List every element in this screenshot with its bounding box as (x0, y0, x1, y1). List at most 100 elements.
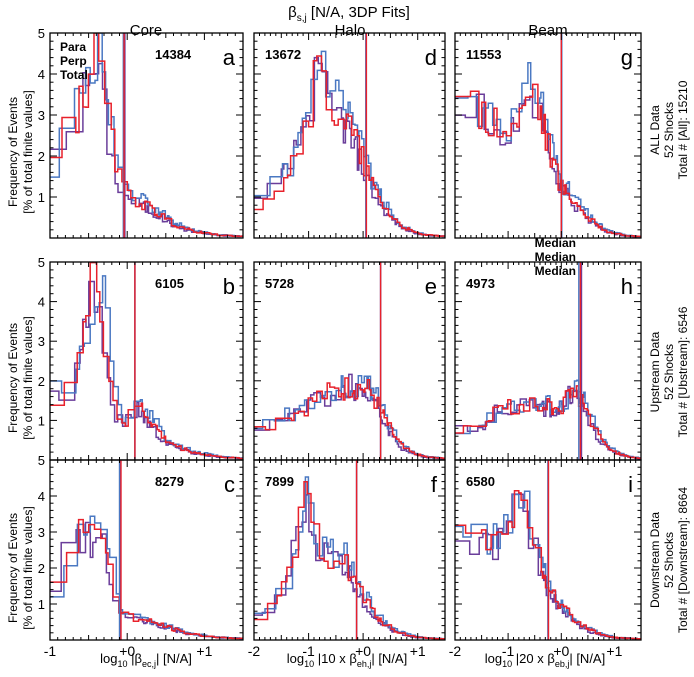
panel-letter-d: d (425, 45, 437, 70)
xtick-label: -1 (44, 643, 57, 659)
event-count-c: 8279 (155, 474, 184, 489)
event-count-h: 4973 (466, 276, 495, 291)
histogram-total-d (254, 55, 445, 238)
panel-i: -2 -1 +0 +1 6580 i (449, 459, 642, 659)
svg-text:52 Shocks: 52 Shocks (662, 102, 676, 158)
svg-text:Total # [Downstream]: 8664: Total # [Downstream]: 8664 (676, 487, 690, 633)
legend-series: Para Perp Total (60, 40, 88, 82)
figure-title: βs,j [N/A, 3DP Fits] (288, 4, 410, 24)
histogram-total-e (254, 377, 445, 460)
svg-text:[% of total finite values]: [% of total finite values] (21, 90, 35, 213)
event-count-f: 7899 (265, 474, 294, 489)
ytick-label: 5 (38, 453, 45, 468)
panel-grid: 1 2 3 4 5 14384 a 1 2 3 4 5 6105 b 1 2 3 4 5 -1 +0 +1 8279 c 136… (38, 26, 642, 659)
svg-text:Frequency of Events: Frequency of Events (6, 323, 20, 433)
legend-median-perp: Median (535, 250, 576, 264)
ytick-label: 3 (38, 108, 45, 123)
legend-total: Total (60, 68, 88, 82)
xtick-label: -1 (502, 643, 515, 659)
ylabel-row-3: Frequency of Events [% of total finite v… (6, 506, 35, 629)
row-label-upstream: Upstream Data 52 Shocks Total # [Ubstrea… (648, 306, 690, 437)
panel-letter-a: a (223, 45, 236, 70)
svg-text:52 Shocks: 52 Shocks (662, 532, 676, 588)
xtick-label: +0 (119, 643, 135, 659)
legend-perp: Perp (60, 54, 87, 68)
col-title-core: Core (130, 22, 163, 39)
svg-text:Downstream Data: Downstream Data (648, 512, 662, 608)
panel-letter-h: h (621, 274, 633, 299)
ytick-label: 1 (38, 597, 45, 612)
histogram-para-f (254, 494, 445, 640)
col-title-halo: Halo (335, 22, 366, 39)
histogram-para-d (254, 56, 445, 238)
ytick-label: 4 (38, 295, 45, 310)
ylabel-row-2: Frequency of Events [% of total finite v… (6, 316, 35, 439)
xtick-label: -2 (248, 643, 261, 659)
ytick-label: 4 (38, 67, 45, 82)
ytick-label: 5 (38, 26, 45, 41)
panel-frame-f (253, 459, 446, 641)
svg-text:[% of total finite values]: [% of total finite values] (21, 506, 35, 629)
xtick-label: -2 (449, 643, 462, 659)
xtick-label: +0 (355, 643, 371, 659)
xtick-label: +1 (410, 643, 426, 659)
event-count-b: 6105 (155, 276, 184, 291)
svg-text:Frequency of Events: Frequency of Events (6, 513, 20, 623)
panel-letter-i: i (628, 472, 633, 497)
svg-text:[% of total finite values]: [% of total finite values] (21, 316, 35, 439)
histogram-perp-h (455, 379, 641, 460)
event-count-g: 11553 (466, 47, 501, 62)
ytick-label: 2 (38, 374, 45, 389)
legend-median-para: Median (535, 236, 576, 250)
panel-letter-g: g (621, 45, 633, 70)
panel-frame-g (454, 32, 642, 239)
panel-g: 11553 g (454, 32, 642, 239)
histogram-perp-d (254, 50, 445, 238)
panel-frame-e (253, 261, 446, 461)
panel-h: 4973 h (454, 261, 642, 461)
xtick-label: +1 (196, 643, 212, 659)
panel-frame-d (253, 32, 446, 239)
panel-letter-b: b (223, 274, 235, 299)
histogram-total-f (254, 480, 445, 640)
ytick-label: 5 (38, 255, 45, 270)
panel-b: 1 2 3 4 5 6105 b (38, 255, 244, 461)
event-count-e: 5728 (265, 276, 294, 291)
histogram-perp-f (254, 476, 445, 640)
ytick-label: 1 (38, 190, 45, 205)
panel-frame-i (454, 459, 642, 641)
svg-text:Upstream Data: Upstream Data (648, 331, 662, 412)
ylabel-row-1: Frequency of Events [% of total finite v… (6, 90, 35, 213)
panel-c: 1 2 3 4 5 -1 +0 +1 8279 c (38, 453, 244, 659)
event-count-i: 6580 (466, 474, 495, 489)
ytick-label: 2 (38, 149, 45, 164)
panel-frame-a (49, 32, 244, 239)
event-count-a: 14384 (155, 47, 192, 62)
ytick-label: 2 (38, 561, 45, 576)
legend-median: Median Median Median (535, 236, 576, 278)
histogram-perp-b (50, 275, 243, 460)
ytick-label: 4 (38, 489, 45, 504)
ytick-label: 3 (38, 334, 45, 349)
panel-a: 1 2 3 4 5 14384 a (38, 26, 244, 239)
col-title-beam: Beam (528, 22, 567, 39)
legend-median-total: Median (535, 264, 576, 278)
panel-frame-c (49, 459, 244, 641)
xtick-label: -1 (302, 643, 315, 659)
histogram-total-i (455, 489, 641, 640)
ytick-label: 3 (38, 525, 45, 540)
ytick-label: 1 (38, 413, 45, 428)
xlabel-beam: log10 |20 x βeb,j| [N/A] (485, 651, 605, 669)
xtick-label: +0 (553, 643, 569, 659)
svg-text:Frequency of Events: Frequency of Events (6, 97, 20, 207)
histogram-total-c (50, 518, 243, 640)
panel-letter-f: f (431, 472, 438, 497)
svg-text:52 Shocks: 52 Shocks (662, 344, 676, 400)
svg-text:Total # [All]: 15210: Total # [All]: 15210 (676, 80, 690, 179)
row-label-all: ALL Data 52 Shocks Total # [All]: 15210 (648, 80, 690, 179)
svg-text:Total # [Ubstream]: 6546: Total # [Ubstream]: 6546 (676, 306, 690, 437)
panel-e: 5728 e (253, 261, 446, 461)
histogram-total-h (455, 385, 641, 460)
histogram-para-e (254, 373, 445, 460)
